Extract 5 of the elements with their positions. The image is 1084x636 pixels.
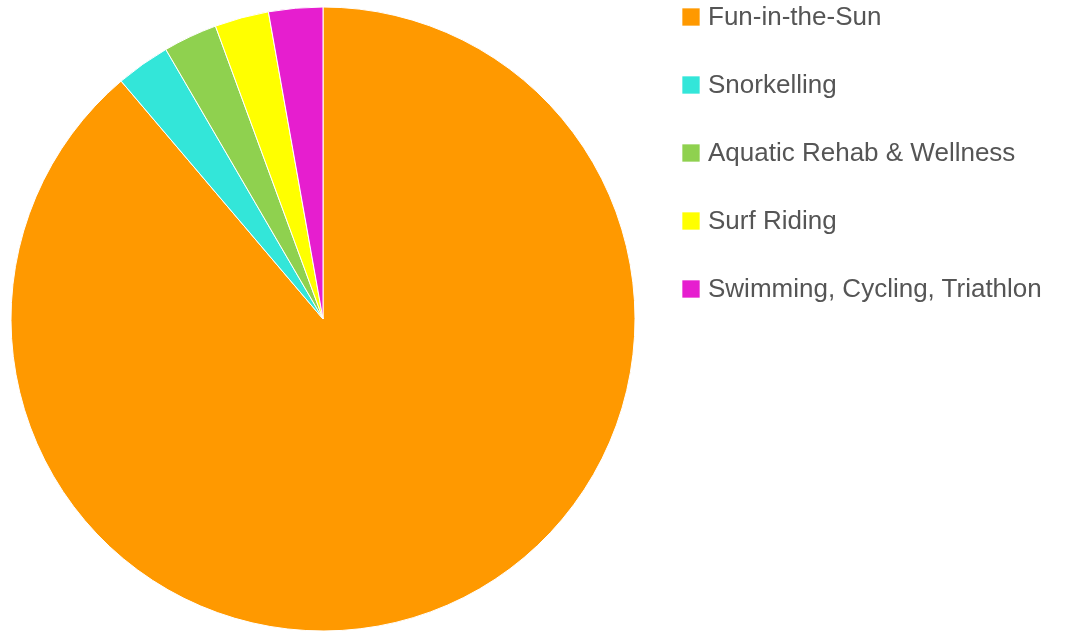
legend-label: Aquatic Rehab & Wellness <box>708 137 1016 167</box>
legend-label: Swimming, Cycling, Triathlon <box>708 273 1042 303</box>
legend-label: Snorkelling <box>708 69 837 99</box>
legend-label: Fun-in-the-Sun <box>708 1 882 31</box>
legend-label: Surf Riding <box>708 205 837 235</box>
